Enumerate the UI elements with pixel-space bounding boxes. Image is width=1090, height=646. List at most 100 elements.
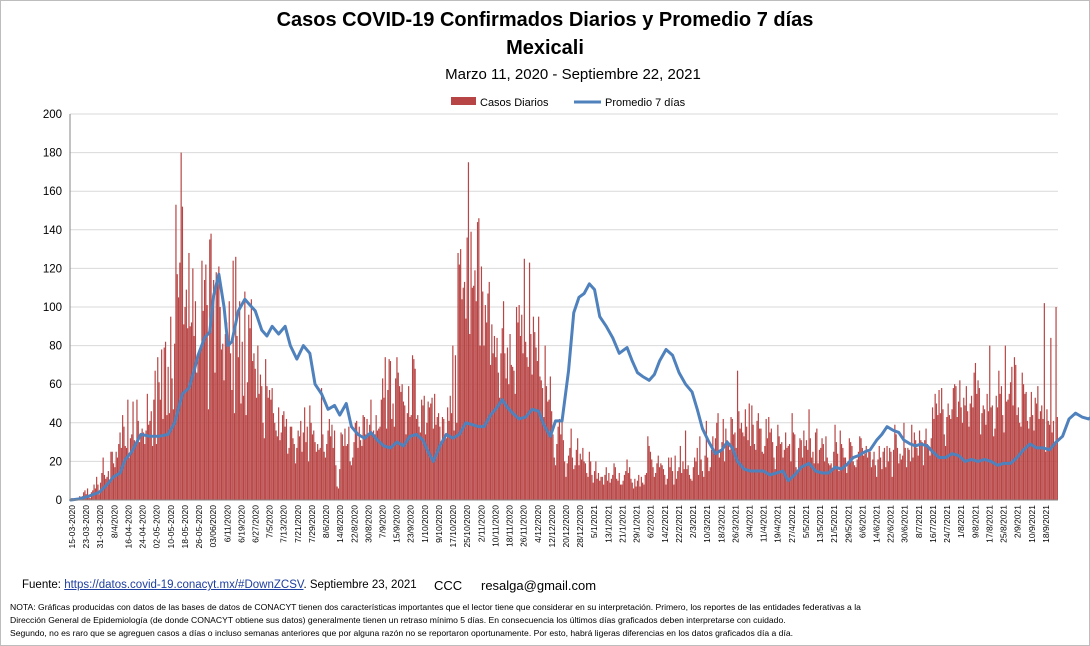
daily-case-bar — [674, 455, 676, 500]
daily-case-bar — [632, 488, 635, 500]
daily-case-bar — [150, 411, 152, 500]
daily-case-bar — [686, 469, 688, 500]
daily-case-bar — [838, 471, 840, 500]
daily-case-bar — [807, 449, 809, 500]
daily-case-bar — [358, 426, 360, 500]
daily-case-bar — [263, 438, 265, 500]
daily-case-bar — [840, 444, 843, 500]
daily-case-bar — [102, 457, 104, 500]
daily-case-bar — [382, 378, 384, 500]
daily-case-bar — [393, 426, 395, 500]
daily-case-bar — [261, 386, 263, 500]
daily-case-bar — [579, 453, 581, 500]
daily-case-bar — [457, 252, 459, 500]
daily-case-bar — [344, 428, 346, 500]
x-tick-label: 29/1/2021 — [632, 505, 642, 543]
daily-case-bar — [558, 418, 561, 500]
daily-case-bar — [621, 484, 623, 500]
daily-case-bar — [354, 422, 356, 500]
daily-case-bar — [580, 459, 583, 500]
daily-case-bar — [239, 301, 241, 500]
daily-case-bar — [346, 444, 349, 500]
daily-case-bar — [684, 430, 687, 500]
daily-case-bar — [812, 451, 814, 500]
daily-case-bar — [486, 322, 488, 500]
daily-case-bar — [484, 305, 486, 500]
daily-case-bar — [879, 457, 882, 500]
daily-case-bar — [513, 370, 515, 500]
daily-case-bar — [961, 422, 964, 500]
daily-case-bar — [226, 322, 228, 500]
daily-case-bar — [778, 436, 780, 500]
daily-case-bar — [556, 444, 558, 500]
x-tick-label: 10/9/2021 — [1027, 505, 1037, 543]
daily-case-bar — [254, 368, 256, 500]
daily-case-bar — [137, 420, 139, 500]
daily-case-bar — [401, 384, 403, 500]
daily-case-bar — [187, 328, 189, 500]
daily-case-bar — [1046, 409, 1048, 500]
daily-case-bar — [723, 461, 726, 500]
daily-case-bar — [989, 345, 991, 500]
daily-case-bar — [281, 415, 284, 500]
daily-case-bar — [215, 272, 217, 500]
daily-case-bar — [1026, 420, 1029, 500]
daily-case-bar — [553, 457, 555, 500]
daily-case-bar — [505, 378, 507, 500]
daily-case-bar — [844, 457, 847, 500]
daily-case-bar — [768, 417, 770, 500]
daily-case-bar — [640, 476, 642, 500]
daily-case-bar — [436, 417, 438, 500]
daily-case-bar — [877, 459, 879, 500]
daily-case-bar — [731, 418, 733, 500]
daily-case-bar — [523, 258, 525, 500]
daily-case-bar — [677, 471, 679, 500]
daily-case-bar — [1050, 337, 1052, 500]
daily-case-bar — [211, 310, 213, 500]
daily-case-bar — [209, 239, 211, 500]
x-tick-label: 22/6/2021 — [886, 505, 896, 543]
daily-case-bar — [605, 467, 607, 500]
daily-case-bar — [587, 476, 589, 500]
daily-case-bar — [291, 426, 293, 500]
daily-case-bar — [588, 451, 590, 500]
x-tick-label: 1/10/2020 — [420, 505, 430, 543]
daily-case-bar — [359, 440, 362, 500]
daily-case-bar — [397, 372, 399, 500]
daily-case-bar — [909, 461, 912, 500]
daily-case-bar — [1015, 364, 1017, 500]
daily-case-bar — [552, 434, 554, 500]
daily-case-bar — [733, 434, 735, 500]
daily-case-bar — [1041, 405, 1043, 500]
daily-case-bar — [242, 395, 245, 500]
daily-case-bar — [699, 436, 701, 500]
daily-case-bar — [232, 260, 234, 500]
daily-case-bar — [418, 426, 420, 500]
y-tick-label: 200 — [43, 109, 62, 121]
daily-case-bar — [976, 393, 978, 500]
daily-case-bar — [943, 434, 945, 500]
daily-case-bar — [874, 465, 876, 500]
daily-case-bar — [701, 471, 704, 500]
daily-case-bar — [106, 476, 108, 500]
daily-case-bar — [1013, 357, 1016, 500]
daily-case-bar — [970, 395, 973, 500]
daily-case-bar — [181, 206, 184, 500]
source-link[interactable]: https://datos.covid-19.conacyt.mx/#DownZ… — [64, 579, 304, 591]
daily-case-bar — [915, 440, 917, 500]
daily-case-bar — [755, 449, 757, 500]
daily-case-bar — [227, 345, 229, 500]
daily-case-bar — [214, 372, 216, 500]
daily-case-bar — [434, 393, 436, 500]
daily-case-bar — [461, 299, 463, 500]
daily-case-bar — [824, 461, 826, 500]
daily-case-bar — [161, 349, 163, 500]
daily-case-bar — [600, 476, 602, 500]
daily-case-bar — [131, 434, 133, 500]
source-date: . Septiembre 23, 2021 — [303, 579, 417, 591]
daily-case-bar — [530, 334, 532, 500]
daily-case-bar — [1028, 428, 1030, 500]
daily-case-bar — [960, 407, 962, 500]
daily-case-bar — [527, 366, 529, 500]
daily-case-bar — [531, 374, 533, 500]
